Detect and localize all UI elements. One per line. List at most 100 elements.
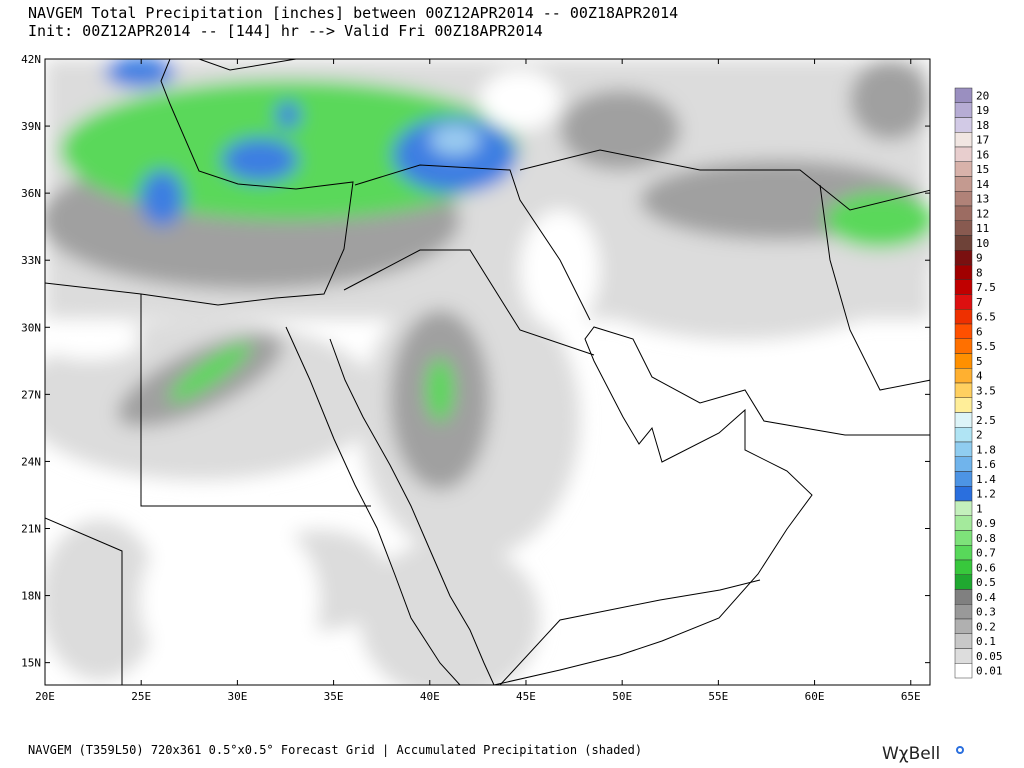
lon-label: 20E — [35, 690, 55, 703]
colorbar-label: 3 — [976, 399, 983, 412]
colorbar-label: 18 — [976, 119, 989, 132]
colorbar-swatch — [954, 382, 973, 398]
lat-label: 42N — [21, 53, 41, 66]
colorbar-label: 20 — [976, 89, 989, 102]
colorbar-swatch — [954, 309, 973, 325]
colorbar-swatch — [954, 500, 973, 516]
iraq-saudi-border — [343, 249, 595, 356]
colorbar-label: 3.5 — [976, 384, 996, 397]
colorbar-label: 12 — [976, 207, 989, 220]
brand-logo: WχBell — [882, 744, 940, 764]
lon-label: 65E — [901, 690, 921, 703]
footer: NAVGEM (T359L50) 720x361 0.5°x0.5° Forec… — [28, 743, 642, 757]
lat-label: 30N — [21, 321, 41, 334]
colorbar-swatch — [954, 530, 973, 546]
lon-label: 40E — [420, 690, 440, 703]
colorbar-label: 19 — [976, 104, 989, 117]
subtitle: Init: 00Z12APR2014 -- [144] hr --> Valid… — [28, 22, 543, 40]
colorbar-label: 0.4 — [976, 591, 996, 604]
colorbar-label: 0.3 — [976, 606, 996, 619]
lon-label: 25E — [131, 690, 151, 703]
colorbar-label: 17 — [976, 134, 989, 147]
colorbar-label: 11 — [976, 222, 989, 235]
colorbar-label: 7.5 — [976, 281, 996, 294]
colorbar-swatch — [954, 191, 973, 207]
colorbar-swatch — [954, 486, 973, 502]
iran-north-border — [519, 149, 930, 211]
colorbar-swatch — [954, 176, 973, 192]
colorbar-label: 0.7 — [976, 547, 996, 560]
colorbar-label: 14 — [976, 178, 990, 191]
colorbar-label: 1 — [976, 502, 983, 515]
coastlines — [45, 59, 930, 685]
colorbar-swatch — [954, 471, 973, 487]
colorbar-swatch — [954, 397, 973, 413]
colorbar-label: 0.01 — [976, 665, 1003, 678]
colorbar-label: 0.6 — [976, 561, 996, 574]
brand-dot — [956, 746, 964, 754]
colorbar-swatch — [954, 102, 973, 118]
lon-label: 60E — [805, 690, 825, 703]
red-sea-west-coast — [285, 326, 461, 685]
colorbar-swatch — [954, 294, 973, 310]
colorbar-swatch — [954, 338, 973, 354]
colorbar: 2019181716151413121110987.576.565.5543.5… — [954, 87, 1003, 679]
colorbar-label: 16 — [976, 148, 989, 161]
mediterranean-coast — [45, 59, 354, 306]
lat-label: 21N — [21, 523, 41, 536]
red-sea-east-coast — [329, 338, 495, 685]
colorbar-swatch — [954, 264, 973, 280]
colorbar-swatch — [954, 250, 973, 266]
colorbar-swatch — [954, 220, 973, 236]
yemen-border — [499, 579, 761, 685]
colorbar-label: 1.6 — [976, 458, 996, 471]
black-sea-coast — [198, 59, 297, 71]
colorbar-label: 13 — [976, 193, 989, 206]
map-frame — [44, 58, 931, 686]
lon-label: 30E — [227, 690, 247, 703]
libya-sudan-border — [45, 517, 123, 685]
arabian-gulf-coast — [493, 326, 930, 685]
colorbar-swatch — [954, 648, 973, 664]
colorbar-swatch — [954, 132, 973, 148]
colorbar-swatch — [954, 368, 973, 384]
colorbar-swatch — [954, 604, 973, 620]
lat-label: 15N — [21, 657, 41, 670]
colorbar-label: 5 — [976, 355, 983, 368]
colorbar-swatch — [954, 146, 973, 162]
colorbar-label: 5.5 — [976, 340, 996, 353]
colorbar-label: 1.2 — [976, 488, 996, 501]
colorbar-label: 8 — [976, 266, 983, 279]
lon-label: 55E — [708, 690, 728, 703]
lon-label: 35E — [324, 690, 344, 703]
lon-label: 45E — [516, 690, 536, 703]
colorbar-label: 0.2 — [976, 620, 996, 633]
title: NAVGEM Total Precipitation [inches] betw… — [28, 4, 678, 22]
lat-label: 33N — [21, 254, 41, 267]
colorbar-swatch — [954, 559, 973, 575]
colorbar-swatch — [954, 515, 973, 531]
colorbar-swatch — [954, 235, 973, 251]
colorbar-label: 1.4 — [976, 473, 996, 486]
colorbar-swatch — [954, 456, 973, 472]
lat-label: 36N — [21, 187, 41, 200]
lat-label: 27N — [21, 388, 41, 401]
colorbar-swatch — [954, 589, 973, 605]
colorbar-label: 9 — [976, 252, 983, 265]
colorbar-label: 0.05 — [976, 650, 1003, 663]
colorbar-label: 15 — [976, 163, 989, 176]
axes: 20E 25E 30E 35E 40E 45E 50E 55E 60E 65E 42N 39N 36N 3… — [21, 53, 930, 703]
lat-label: 18N — [21, 590, 41, 603]
colorbar-swatch — [954, 353, 973, 369]
colorbar-swatch — [954, 323, 973, 339]
colorbar-swatch — [954, 161, 973, 177]
colorbar-swatch — [954, 427, 973, 443]
colorbar-swatch — [954, 633, 973, 649]
colorbar-swatch — [954, 87, 973, 103]
colorbar-label: 0.9 — [976, 517, 996, 530]
colorbar-swatch — [954, 412, 973, 428]
egypt-border — [140, 294, 371, 507]
colorbar-swatch — [954, 279, 973, 295]
syria-iraq-border — [354, 164, 591, 321]
